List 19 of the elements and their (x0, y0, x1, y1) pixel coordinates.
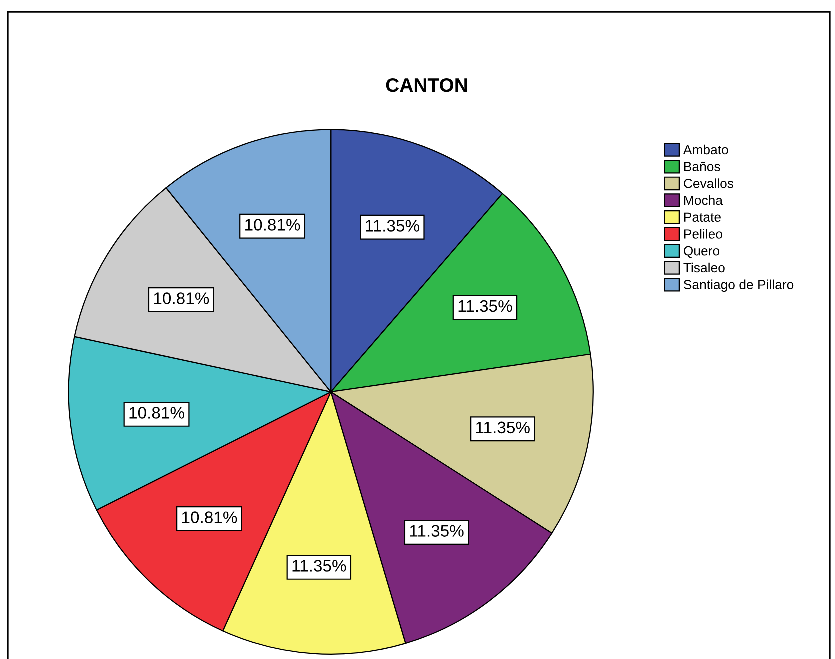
data-label: 11.35% (458, 300, 512, 312)
legend-label: Cevallos (684, 178, 734, 188)
data-label: 10.81% (130, 407, 184, 419)
legend-label: Pelileo (684, 229, 722, 239)
legend-label: Ambato (683, 144, 728, 155)
legend-label: Patate (684, 212, 721, 222)
legend-label: Santiago de Pillaro (684, 280, 794, 292)
data-label: 11.35% (292, 560, 346, 572)
data-label: 11.35% (366, 220, 420, 232)
legend-label: Mocha (684, 195, 723, 206)
chart-title: CANTON (386, 78, 468, 92)
data-label: 10.81% (154, 292, 210, 304)
data-label: 11.35% (410, 525, 464, 537)
legend-label: Quero (684, 246, 720, 258)
data-label: 10.81% (246, 219, 300, 231)
legend-label: Tisaleo (684, 262, 725, 273)
legend-label: Baños (684, 162, 720, 172)
data-label: 11.35% (476, 422, 530, 434)
data-label: 10.81% (182, 512, 238, 524)
